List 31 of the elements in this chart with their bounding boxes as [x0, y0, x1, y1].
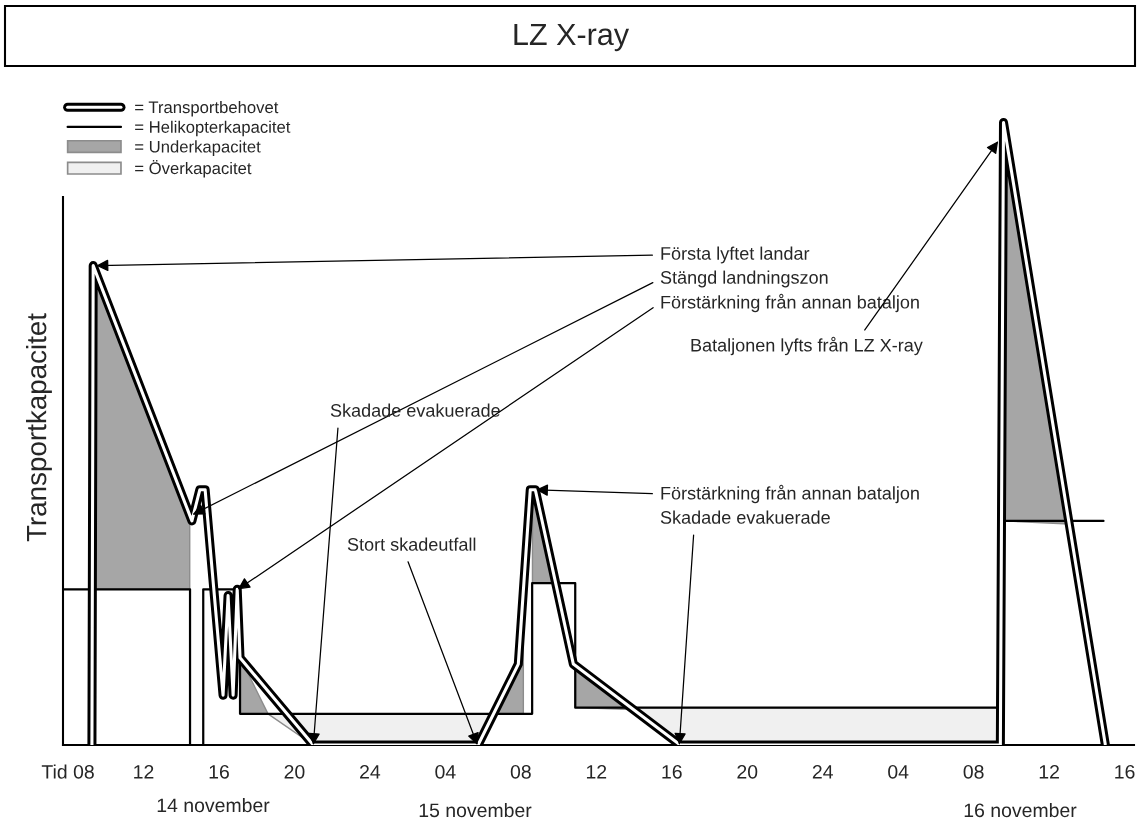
x-tick-label: 08	[963, 764, 984, 779]
legend-label: = Helikopterkapacitet	[135, 120, 291, 137]
x-tick-label: 16	[662, 764, 682, 779]
x-tick-label: 04	[888, 764, 909, 779]
text: 14 november	[157, 797, 270, 813]
x-tick-label: Tid 08	[41, 764, 94, 779]
legend-label: = Transportbehovet	[135, 100, 279, 117]
x-tick-label: 04	[435, 764, 456, 779]
x-tick-label: 16	[209, 764, 229, 779]
x-tick-label: 16	[1115, 764, 1135, 779]
annotation: Bataljonen lyfts från LZ X-ray	[691, 336, 923, 356]
annotation: Stort skadeutfall	[347, 537, 476, 551]
legend-label: = Överkapacitet	[135, 160, 252, 178]
x-tick-label: 24	[812, 764, 833, 779]
x-tick-label: 20	[737, 764, 758, 779]
chart-title: LZ X-ray	[514, 23, 630, 52]
x-tick-label: 12	[586, 764, 607, 779]
annotation: Förstärkning från annan bataljon	[661, 484, 919, 504]
x-tick-label: 24	[360, 764, 381, 779]
annotation: Skadade evakuerade	[660, 510, 830, 524]
x-tick-label: 12	[134, 764, 154, 779]
legend-label: = Underkapacitet	[135, 140, 261, 156]
x-tick-label: 20	[284, 764, 305, 779]
annotation: Skadade evakuerade	[330, 403, 500, 417]
x-tick-label: 12	[1039, 764, 1059, 779]
text: 16 november	[964, 802, 1077, 818]
annotation: Första lyftet landar	[661, 246, 810, 264]
y-axis-title: Transportkapacitet	[25, 313, 52, 542]
text: 15 november	[419, 802, 532, 818]
annotation: Stängd landningszon	[660, 270, 828, 288]
x-tick-label: 08	[510, 764, 531, 779]
